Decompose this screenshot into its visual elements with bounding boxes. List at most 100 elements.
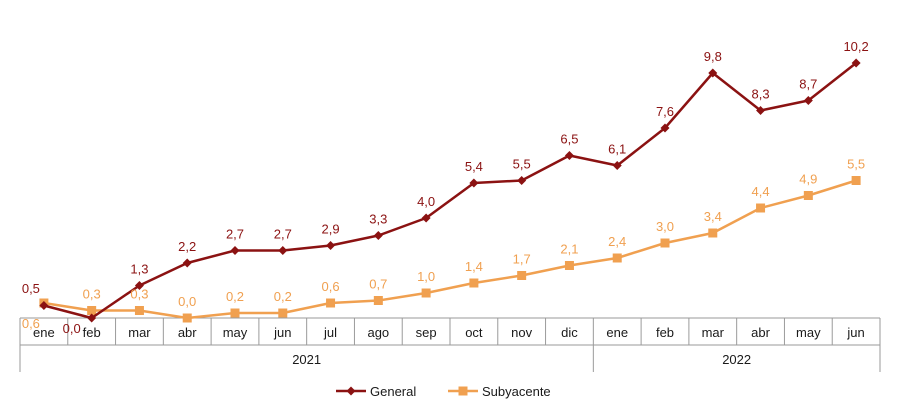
data-label-subyacente: 0,2 bbox=[226, 289, 244, 304]
data-label-general: 7,6 bbox=[656, 104, 674, 119]
category-axis: ene feb mar abr may jun jul ago sep oct nov dic ene f… bbox=[19, 317, 881, 372]
data-label-general: 9,8 bbox=[704, 49, 722, 64]
data-label-subyacente: 0,6 bbox=[22, 316, 40, 331]
data-label-general: 10,2 bbox=[843, 39, 868, 54]
data-label-subyacente: 0,6 bbox=[322, 279, 340, 294]
tick-label: ago bbox=[367, 325, 389, 340]
legend-label-subyacente: Subyacente bbox=[482, 384, 551, 399]
data-label-subyacente: 4,9 bbox=[799, 172, 817, 187]
data-label-layer: 0,5 0,0 1,3 2,2 2,7 2,7 2,9 3,3 4,0 5,4 5,5 6,5 6,1 7… bbox=[22, 39, 869, 336]
data-point-general bbox=[564, 151, 574, 160]
data-point-subyacente bbox=[134, 306, 144, 315]
data-label-general: 1,3 bbox=[130, 262, 148, 277]
data-label-general: 8,7 bbox=[799, 77, 817, 92]
data-point-subyacente bbox=[708, 228, 718, 238]
data-point-subyacente bbox=[612, 253, 622, 263]
tick-label: abr bbox=[751, 325, 770, 340]
data-point-subyacente bbox=[469, 278, 479, 288]
data-label-subyacente: 0,0 bbox=[178, 294, 196, 309]
data-point-subyacente bbox=[278, 308, 288, 318]
data-point-general bbox=[421, 213, 431, 223]
data-label-general: 5,5 bbox=[513, 157, 531, 172]
data-label-subyacente: 0,3 bbox=[130, 287, 148, 302]
data-point-subyacente bbox=[182, 313, 192, 323]
data-point-general bbox=[708, 68, 718, 78]
data-point-subyacente bbox=[373, 296, 383, 305]
data-label-general: 0,5 bbox=[22, 281, 40, 296]
data-point-general bbox=[326, 241, 336, 250]
series-line-subyacente bbox=[43, 179, 857, 320]
data-label-general: 5,4 bbox=[465, 159, 483, 174]
data-label-subyacente: 3,4 bbox=[704, 209, 722, 224]
data-point-general bbox=[851, 58, 861, 68]
data-point-general bbox=[612, 161, 622, 170]
data-label-general: 2,7 bbox=[226, 227, 244, 242]
year-label: 2022 bbox=[722, 352, 751, 367]
legend-marker-general bbox=[346, 386, 356, 396]
data-label-subyacente: 5,5 bbox=[847, 157, 865, 172]
series-line-general bbox=[43, 62, 857, 320]
data-point-subyacente bbox=[851, 176, 861, 185]
data-label-general: 3,3 bbox=[369, 212, 387, 227]
tick-label: mar bbox=[702, 325, 725, 340]
tick-label: may bbox=[796, 325, 821, 340]
data-point-subyacente bbox=[421, 288, 431, 298]
tick-label: dic bbox=[561, 325, 578, 340]
data-point-general bbox=[469, 178, 479, 188]
data-point-subyacente bbox=[660, 238, 670, 248]
data-point-general bbox=[756, 106, 766, 115]
tick-label: jul bbox=[323, 325, 337, 340]
tick-label: feb bbox=[83, 325, 101, 340]
data-label-general: 2,7 bbox=[274, 227, 292, 242]
data-point-general bbox=[660, 123, 670, 133]
data-point-general bbox=[373, 231, 383, 240]
tick-label: mar bbox=[128, 325, 151, 340]
tick-label: nov bbox=[511, 325, 532, 340]
data-point-general bbox=[230, 246, 240, 255]
tick-label: feb bbox=[656, 325, 674, 340]
data-point-subyacente bbox=[87, 306, 97, 315]
tick-label: ene bbox=[606, 325, 628, 340]
data-label-general: 2,2 bbox=[178, 239, 196, 254]
data-label-subyacente: 0,2 bbox=[274, 289, 292, 304]
data-label-subyacente: 1,4 bbox=[465, 259, 483, 274]
data-label-general: 6,1 bbox=[608, 142, 626, 157]
tick-label: ene bbox=[33, 325, 55, 340]
data-label-general: 0,0 bbox=[63, 321, 81, 336]
data-point-general bbox=[278, 246, 288, 255]
tick-label: jun bbox=[273, 325, 291, 340]
legend: General Subyacente bbox=[336, 384, 551, 399]
data-label-general: 8,3 bbox=[752, 87, 770, 102]
data-point-general bbox=[182, 258, 192, 268]
data-point-general bbox=[39, 301, 49, 310]
data-point-general bbox=[87, 313, 97, 323]
data-label-subyacente: 4,4 bbox=[752, 184, 770, 199]
tick-label: jun bbox=[846, 325, 864, 340]
data-label-subyacente: 1,7 bbox=[513, 252, 531, 267]
tick-label: may bbox=[223, 325, 248, 340]
data-label-subyacente: 1,0 bbox=[417, 269, 435, 284]
data-point-subyacente bbox=[564, 261, 574, 270]
data-label-subyacente: 3,0 bbox=[656, 219, 674, 234]
tick-label: oct bbox=[465, 325, 483, 340]
data-label-subyacente: 2,4 bbox=[608, 234, 626, 249]
data-label-general: 4,0 bbox=[417, 194, 435, 209]
data-point-subyacente bbox=[803, 191, 813, 200]
data-label-general: 6,5 bbox=[560, 132, 578, 147]
data-point-general bbox=[803, 96, 813, 105]
data-point-subyacente bbox=[756, 203, 766, 213]
data-label-subyacente: 0,7 bbox=[369, 277, 387, 292]
legend-marker-subyacente bbox=[458, 386, 468, 396]
data-point-subyacente bbox=[517, 271, 527, 280]
data-point-subyacente bbox=[326, 298, 336, 308]
data-point-subyacente bbox=[230, 308, 240, 318]
tick-label: sep bbox=[416, 325, 437, 340]
year-label: 2021 bbox=[292, 352, 321, 367]
series-layer bbox=[39, 58, 861, 323]
data-label-general: 2,9 bbox=[322, 222, 340, 237]
data-point-general bbox=[517, 176, 527, 185]
data-point-general bbox=[134, 281, 144, 290]
legend-label-general: General bbox=[370, 384, 416, 399]
tick-label: abr bbox=[178, 325, 197, 340]
